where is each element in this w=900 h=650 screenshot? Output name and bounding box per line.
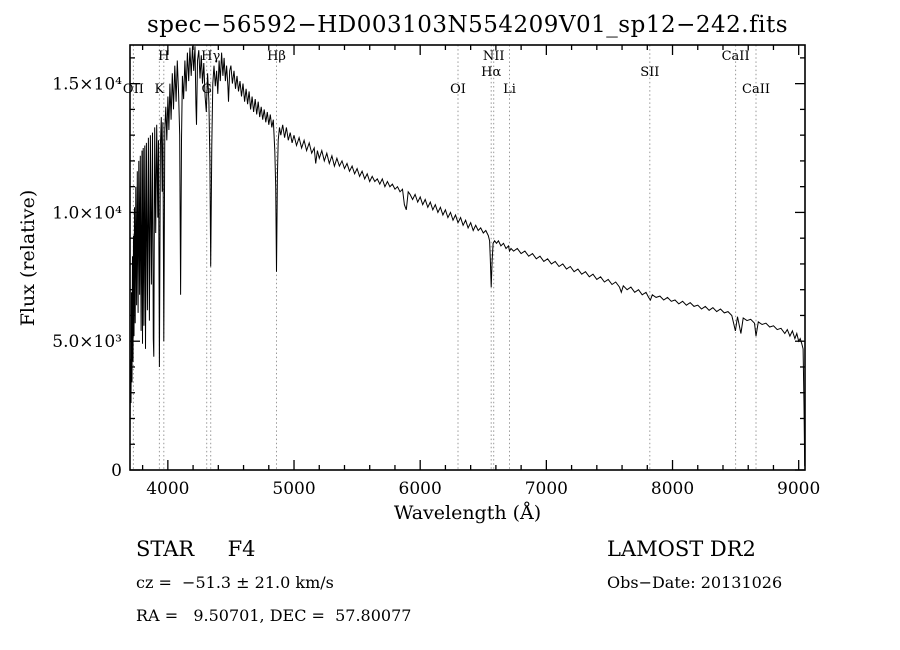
spectral-line-label: Hα (481, 65, 501, 80)
obs-date-label: Obs−Date: 20131026 (607, 573, 783, 592)
plot-title: spec−56592−HD003103N554209V01_sp12−242.f… (146, 12, 789, 38)
ra-dec-value: RA = 9.50701, DEC = 57.80077 (136, 606, 412, 625)
x-tick-label: 5000 (272, 479, 315, 499)
x-axis-label: Wavelength (Å) (393, 502, 542, 524)
spectrum-trace (130, 46, 805, 467)
spectral-line-label: NII (483, 49, 505, 64)
x-tick-label: 4000 (146, 479, 189, 499)
y-axis-label: Flux (relative) (17, 189, 39, 327)
spectral-line-label: OII (123, 82, 144, 97)
spectral-line-label: H (158, 49, 169, 64)
y-tick-label: 1.0×10⁴ (52, 203, 122, 223)
x-tick-label: 9000 (777, 479, 820, 499)
survey-label: LAMOST DR2 (607, 537, 756, 561)
x-tick-label: 8000 (651, 479, 694, 499)
plot-frame (129, 44, 806, 471)
y-tick-label: 0 (111, 461, 122, 481)
spectral-line-label: SII (640, 65, 659, 80)
spectral-line-label: Hγ (201, 49, 220, 64)
spectral-line-label: CaII (742, 82, 770, 97)
spectral-line-label: CaII (722, 49, 750, 64)
spectral-line-label: OI (450, 82, 466, 97)
cz-value: cz = −51.3 ± 21.0 km/s (136, 573, 334, 592)
x-tick-label: 6000 (399, 479, 442, 499)
spectral-line-label: G (202, 82, 212, 97)
y-tick-label: 5.0×10³ (52, 332, 122, 352)
x-tick-label: 7000 (525, 479, 568, 499)
object-type-label: STAR F4 (136, 537, 256, 561)
spectral-line-label: Hβ (267, 49, 286, 64)
y-tick-label: 1.5×10⁴ (52, 75, 122, 95)
spectral-line-label: Li (503, 82, 516, 97)
spectral-line-label: K (155, 82, 165, 97)
